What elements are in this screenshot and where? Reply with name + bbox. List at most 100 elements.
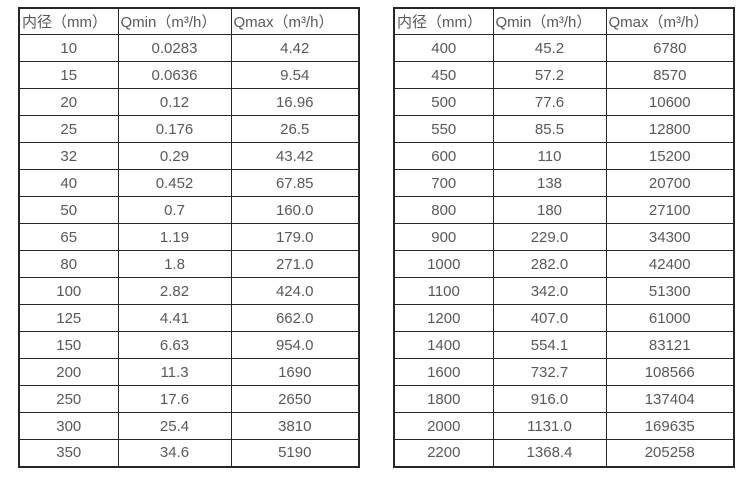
- table-row: 40 0.452 67.85: [18, 169, 360, 197]
- table-cell: 1100: [393, 277, 494, 305]
- table-cell: 400: [393, 34, 494, 62]
- table-cell: 160.0: [230, 196, 360, 224]
- table-cell: 0.0636: [117, 61, 232, 89]
- table-cell: 1200: [393, 304, 494, 332]
- table-header-row: 内径（mm） Qmin（m³/h） Qmax（m³/h）: [393, 7, 735, 35]
- table-cell: 200: [18, 358, 119, 386]
- table-row: 450 57.2 8570: [393, 61, 735, 89]
- table-cell: 1000: [393, 250, 494, 278]
- table-cell: 40: [18, 169, 119, 197]
- table-cell: 61000: [605, 304, 735, 332]
- table-cell: 2000: [393, 412, 494, 440]
- table-row: 65 1.19 179.0: [18, 223, 360, 251]
- table-cell: 271.0: [230, 250, 360, 278]
- table-cell: 700: [393, 169, 494, 197]
- table-cell: 205258: [605, 439, 735, 467]
- table-cell: 1400: [393, 331, 494, 359]
- table-cell: 500: [393, 88, 494, 116]
- table-cell: 662.0: [230, 304, 360, 332]
- table-cell: 169635: [605, 412, 735, 440]
- table-cell: 125: [18, 304, 119, 332]
- table-row: 1400 554.1 83121: [393, 331, 735, 359]
- table-cell: 916.0: [492, 385, 607, 413]
- table-cell: 407.0: [492, 304, 607, 332]
- flow-table-small-diameters: 内径（mm） Qmin（m³/h） Qmax（m³/h） 10 0.0283 4.4…: [18, 7, 360, 468]
- table-cell: 2650: [230, 385, 360, 413]
- table-row: 15 0.0636 9.54: [18, 61, 360, 89]
- table-row: 80 1.8 271.0: [18, 250, 360, 278]
- table-cell: 20700: [605, 169, 735, 197]
- table-cell: 83121: [605, 331, 735, 359]
- table-cell: 50: [18, 196, 119, 224]
- table-row: 500 77.6 10600: [393, 88, 735, 116]
- table-cell: 0.176: [117, 115, 232, 143]
- table-row: 400 45.2 6780: [393, 34, 735, 62]
- table-row: 1600 732.7 108566: [393, 358, 735, 386]
- table-cell: 550: [393, 115, 494, 143]
- table-cell: 1131.0: [492, 412, 607, 440]
- table-cell: 27100: [605, 196, 735, 224]
- table-row: 350 34.6 5190: [18, 439, 360, 467]
- column-header-qmin: Qmin（m³/h）: [117, 7, 232, 35]
- table-cell: 20: [18, 88, 119, 116]
- table-cell: 4.41: [117, 304, 232, 332]
- table-cell: 85.5: [492, 115, 607, 143]
- table-cell: 80: [18, 250, 119, 278]
- table-row: 1100 342.0 51300: [393, 277, 735, 305]
- table-row: 1000 282.0 42400: [393, 250, 735, 278]
- table-cell: 34.6: [117, 439, 232, 467]
- table-row: 700 138 20700: [393, 169, 735, 197]
- table-cell: 1.19: [117, 223, 232, 251]
- table-cell: 12800: [605, 115, 735, 143]
- table-cell: 4.42: [230, 34, 360, 62]
- table-cell: 9.54: [230, 61, 360, 89]
- table-row: 150 6.63 954.0: [18, 331, 360, 359]
- table-cell: 229.0: [492, 223, 607, 251]
- table-cell: 6.63: [117, 331, 232, 359]
- table-cell: 342.0: [492, 277, 607, 305]
- table-cell: 300: [18, 412, 119, 440]
- table-row: 900 229.0 34300: [393, 223, 735, 251]
- table-cell: 108566: [605, 358, 735, 386]
- table-cell: 16.96: [230, 88, 360, 116]
- table-cell: 11.3: [117, 358, 232, 386]
- table-row: 300 25.4 3810: [18, 412, 360, 440]
- table-cell: 17.6: [117, 385, 232, 413]
- table-cell: 42400: [605, 250, 735, 278]
- table-cell: 45.2: [492, 34, 607, 62]
- table-cell: 424.0: [230, 277, 360, 305]
- table-cell: 282.0: [492, 250, 607, 278]
- table-cell: 25.4: [117, 412, 232, 440]
- table-cell: 5190: [230, 439, 360, 467]
- table-cell: 1690: [230, 358, 360, 386]
- table-cell: 15: [18, 61, 119, 89]
- table-cell: 32: [18, 142, 119, 170]
- table-row: 50 0.7 160.0: [18, 196, 360, 224]
- table-row: 250 17.6 2650: [18, 385, 360, 413]
- table-cell: 600: [393, 142, 494, 170]
- table-cell: 10600: [605, 88, 735, 116]
- table-cell: 800: [393, 196, 494, 224]
- table-cell: 137404: [605, 385, 735, 413]
- table-cell: 15200: [605, 142, 735, 170]
- table-cell: 1800: [393, 385, 494, 413]
- table-cell: 51300: [605, 277, 735, 305]
- table-cell: 57.2: [492, 61, 607, 89]
- table-cell: 2200: [393, 439, 494, 467]
- table-cell: 180: [492, 196, 607, 224]
- table-row: 550 85.5 12800: [393, 115, 735, 143]
- table-cell: 3810: [230, 412, 360, 440]
- table-cell: 1368.4: [492, 439, 607, 467]
- column-header-qmin: Qmin（m³/h）: [492, 7, 607, 35]
- table-cell: 1600: [393, 358, 494, 386]
- table-cell: 10: [18, 34, 119, 62]
- table-cell: 450: [393, 61, 494, 89]
- table-row: 20 0.12 16.96: [18, 88, 360, 116]
- table-cell: 138: [492, 169, 607, 197]
- table-cell: 732.7: [492, 358, 607, 386]
- table-row: 2000 1131.0 169635: [393, 412, 735, 440]
- table-row: 800 180 27100: [393, 196, 735, 224]
- table-row: 1200 407.0 61000: [393, 304, 735, 332]
- table-row: 600 110 15200: [393, 142, 735, 170]
- table-cell: 26.5: [230, 115, 360, 143]
